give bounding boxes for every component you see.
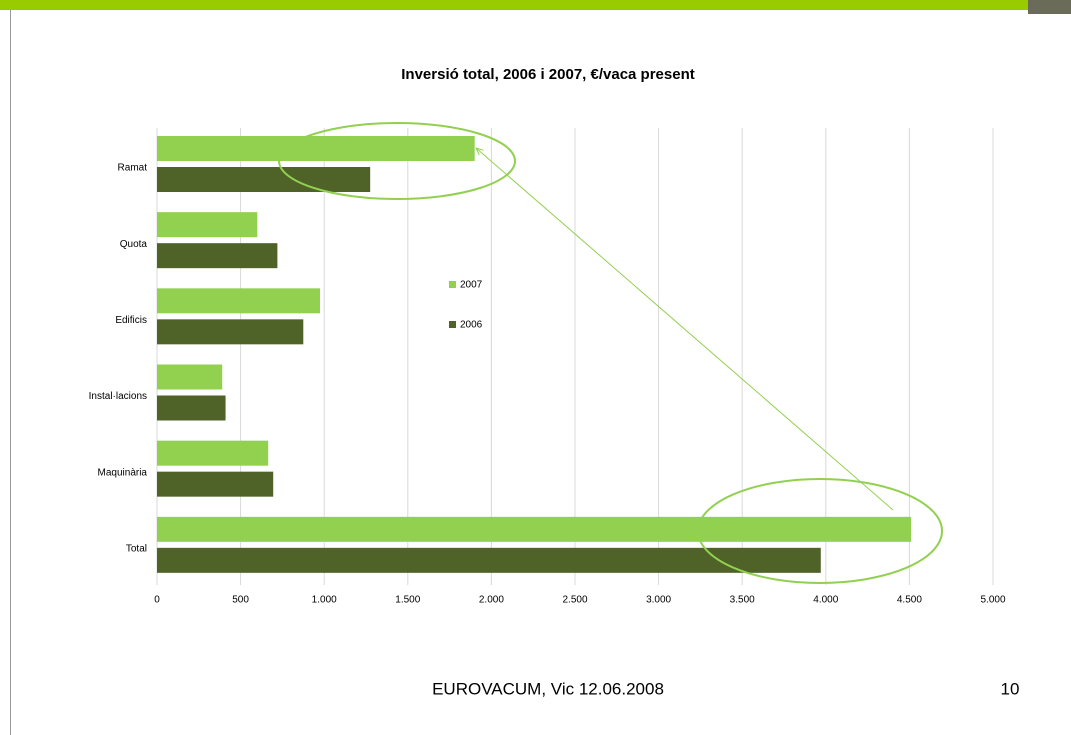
x-tick-label: 500: [232, 595, 249, 606]
x-tick-label: 1.000: [312, 595, 337, 606]
bar: [157, 516, 912, 542]
x-tick-label: 4.000: [813, 595, 838, 606]
x-tick-label: 2.500: [562, 595, 587, 606]
bar: [157, 547, 821, 573]
highlight-ellipse: [278, 122, 516, 200]
y-tick-label: Instal·lacions: [89, 391, 147, 402]
bar: [157, 212, 258, 238]
y-tick-label: Maquinària: [98, 467, 148, 478]
x-tick-label: 3.000: [646, 595, 671, 606]
x-tick-label: 0: [154, 595, 160, 606]
legend-label: 2007: [460, 280, 483, 291]
x-tick-label: 5.000: [980, 595, 1005, 606]
bar: [157, 288, 321, 314]
y-tick-label: Quota: [120, 239, 148, 250]
annotations: [278, 122, 943, 584]
highlight-ellipse: [697, 478, 943, 584]
page-number: 10: [1001, 679, 1020, 698]
y-tick-label: Ramat: [118, 163, 148, 174]
top-band: [0, 0, 1071, 10]
plot-area: 0 500 1.000 1.500 2.000 2.500 3.000 3.500 4.000 4…: [89, 128, 1006, 606]
bar: [157, 167, 371, 192]
bar: [157, 471, 274, 497]
y-tick-label: Edificis: [115, 315, 147, 326]
y-tick-label: Total: [126, 544, 147, 555]
bar: [157, 364, 223, 390]
corner-photo: [1028, 0, 1071, 14]
chart-title: Inversió total, 2006 i 2007, €/vaca pres…: [401, 66, 695, 83]
x-tick-label: 2.000: [479, 595, 504, 606]
x-tick-label: 3.500: [730, 595, 755, 606]
legend-swatch: [449, 281, 456, 288]
bar: [157, 440, 269, 466]
bar: [157, 319, 304, 345]
bar: [157, 395, 226, 421]
legend-label: 2006: [460, 320, 483, 331]
bar: [157, 243, 278, 269]
x-tick-label: 4.500: [897, 595, 922, 606]
bar: [157, 136, 475, 161]
legend-swatch: [449, 321, 456, 328]
x-tick-label: 1.500: [395, 595, 420, 606]
footer-text: EUROVACUM, Vic 12.06.2008: [432, 679, 664, 698]
arrow: [476, 148, 894, 511]
